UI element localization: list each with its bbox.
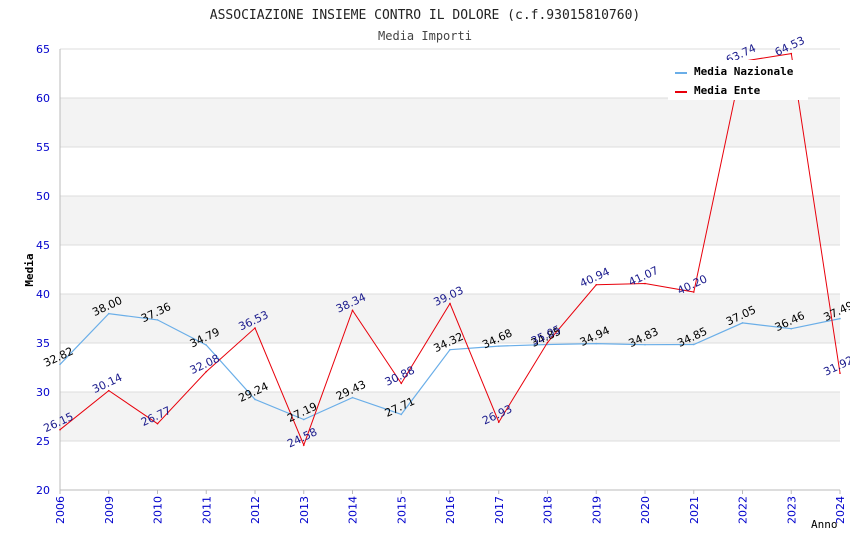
- data-point: [595, 283, 598, 286]
- x-tick-label: 2016: [444, 496, 457, 524]
- data-point: [107, 312, 110, 315]
- x-tick-label: 2018: [542, 496, 555, 524]
- data-point: [107, 389, 110, 392]
- data-point: [692, 291, 695, 293]
- data-point: [644, 343, 646, 346]
- data-point: [595, 342, 598, 345]
- data-point: [400, 413, 403, 416]
- x-tick-label: 2006: [54, 496, 67, 524]
- data-point: [254, 398, 256, 401]
- y-ticks: 20 25 30 35 40 45 50 55 60 65: [36, 43, 50, 497]
- grid-band: [60, 98, 840, 147]
- data-point: [254, 327, 256, 329]
- y-tick-label: 45: [36, 239, 50, 252]
- data-point: [156, 422, 159, 425]
- legend-box: [668, 60, 808, 100]
- data-point: [741, 322, 744, 324]
- x-tick-label: 2020: [639, 496, 652, 524]
- data-point: [449, 348, 451, 351]
- y-tick-label: 40: [36, 288, 50, 301]
- x-tick-label: 2015: [395, 496, 408, 524]
- x-tick-label: 2022: [737, 496, 750, 524]
- legend: Media Nazionale Media Ente: [668, 60, 808, 100]
- data-label: 64.53: [773, 34, 807, 59]
- data-point: [351, 309, 354, 312]
- data-point: [59, 363, 61, 366]
- y-tick-label: 20: [36, 484, 50, 497]
- y-tick-label: 35: [36, 337, 50, 350]
- data-point: [497, 345, 500, 347]
- legend-label-media-nazionale: Media Nazionale: [694, 65, 794, 78]
- x-tick-label: 2012: [249, 496, 262, 524]
- legend-label-media-ente: Media Ente: [694, 84, 761, 97]
- chart-title: ASSOCIAZIONE INSIEME CONTRO IL DOLORE (c…: [210, 8, 640, 23]
- data-label: 31.92: [821, 353, 850, 378]
- data-point: [302, 418, 305, 421]
- data-point: [59, 428, 61, 431]
- y-tick-label: 30: [36, 386, 50, 399]
- data-point: [546, 341, 549, 344]
- x-tick-label: 2011: [200, 496, 213, 524]
- gridlines: [60, 48, 840, 442]
- data-point: [790, 327, 793, 330]
- y-tick-label: 25: [36, 435, 50, 448]
- data-point: [449, 302, 451, 305]
- x-tick-label: 2017: [493, 496, 506, 524]
- x-tick-label: 2019: [590, 496, 603, 524]
- data-point: [205, 370, 208, 373]
- x-tick-label: 2010: [152, 496, 165, 524]
- data-point: [644, 282, 646, 285]
- chart-subtitle: Media Importi: [378, 29, 472, 43]
- y-tick-label: 55: [36, 141, 50, 154]
- data-point: [351, 396, 354, 399]
- data-point: [839, 372, 841, 374]
- data-label: 30.88: [383, 364, 417, 389]
- x-tick-label: 2024: [834, 496, 847, 524]
- y-tick-label: 60: [36, 92, 50, 105]
- y-axis-label: Media: [23, 253, 36, 286]
- x-tick-label: 2013: [298, 496, 311, 524]
- grid-bands: [60, 98, 840, 441]
- x-tick-label: 2021: [688, 496, 701, 524]
- data-point: [302, 444, 305, 446]
- data-point: [156, 319, 159, 321]
- y-tick-label: 65: [36, 43, 50, 56]
- data-point: [790, 52, 793, 55]
- data-point: [692, 343, 695, 346]
- grid-band: [60, 294, 840, 343]
- data-point: [205, 344, 208, 346]
- x-axis-label: Anno: [811, 518, 838, 531]
- x-ticks: 2006 2009 2010 2011 2012 2013 2014 2015 2016 2017…: [54, 490, 847, 524]
- grid-band: [60, 392, 840, 441]
- data-point: [839, 317, 841, 320]
- x-tick-label: 2009: [103, 496, 116, 524]
- grid-band: [60, 196, 840, 245]
- data-point: [497, 421, 500, 423]
- x-tick-label: 2014: [347, 496, 360, 524]
- y-tick-label: 50: [36, 190, 50, 203]
- data-point: [400, 382, 403, 385]
- x-tick-label: 2023: [785, 496, 798, 524]
